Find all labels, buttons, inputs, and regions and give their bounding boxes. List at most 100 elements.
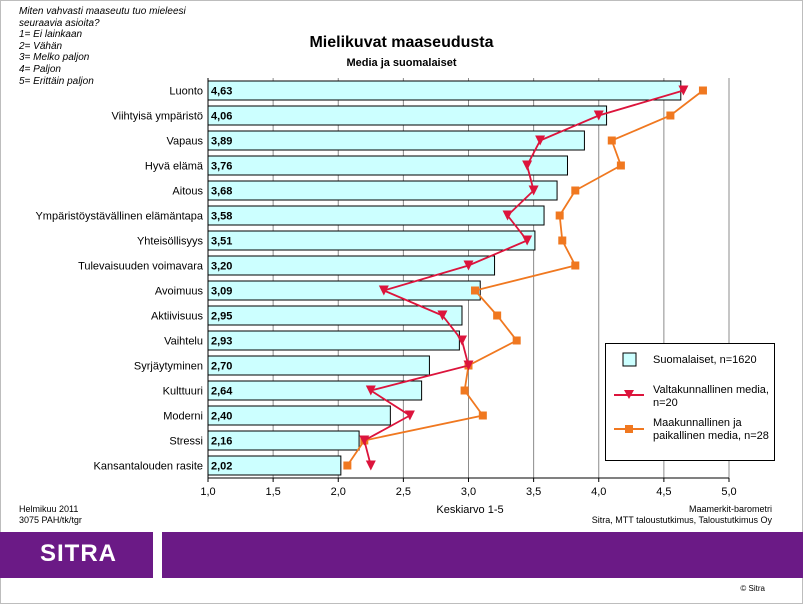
square-marker <box>555 211 564 220</box>
square-marker <box>558 236 567 245</box>
legend-line-square <box>614 425 644 433</box>
bar <box>207 155 568 176</box>
bar-value-label: 2,95 <box>211 311 232 323</box>
bar-value-label: 2,70 <box>211 361 232 373</box>
triangle-marker <box>365 460 376 471</box>
category-label: Yhteisöllisyys <box>137 236 204 248</box>
legend-label: Valtakunnallinen media, n=20 <box>653 384 769 409</box>
bar <box>207 180 558 201</box>
bar <box>207 105 608 126</box>
chart-subtitle: Media ja suomalaiset <box>346 57 457 69</box>
category-label: Kulttuuri <box>163 386 203 398</box>
footer-source-1: Maamerkit-barometri <box>688 504 772 514</box>
square-marker <box>666 111 675 120</box>
triangle-marker <box>528 185 539 196</box>
legend: Suomalaiset, n=1620 Valtakunnallinen med… <box>605 343 775 461</box>
category-label: Ympäristöystävällinen elämäntapa <box>35 211 203 223</box>
bar <box>207 405 391 426</box>
footer-date: Helmikuu 2011 <box>19 504 79 514</box>
x-tick-label: 1,0 <box>200 486 215 498</box>
scale-item: 3= Melko paljon <box>19 52 90 64</box>
bar <box>207 330 460 351</box>
x-tick-label: 3,0 <box>461 486 476 498</box>
triangle-marker <box>437 310 448 321</box>
triangle-marker <box>522 235 533 246</box>
bar <box>207 130 585 151</box>
square-marker <box>616 161 625 170</box>
legend-line-triangle <box>614 390 644 399</box>
category-label: Kansantalouden rasite <box>94 461 203 473</box>
triangle-marker <box>404 410 415 421</box>
x-tick-label: 1,5 <box>265 486 280 498</box>
triangle-marker <box>678 85 689 96</box>
square-marker <box>493 311 502 320</box>
bar <box>207 80 682 101</box>
triangle-marker <box>463 260 474 271</box>
legend-bar-swatch <box>622 352 637 367</box>
bar-value-label: 3,89 <box>211 136 232 148</box>
series-line <box>346 89 704 467</box>
bar-value-label: 2,40 <box>211 411 232 423</box>
x-tick-label: 5,0 <box>721 486 736 498</box>
triangle-marker <box>535 135 546 146</box>
category-label: Aktiivisuus <box>151 311 203 323</box>
bar-value-label: 2,64 <box>211 386 233 398</box>
bar <box>207 280 481 301</box>
chart-title: Mielikuvat maaseudusta <box>309 34 494 51</box>
square-marker <box>478 411 487 420</box>
scale-item: 2= Vähän <box>19 40 63 52</box>
category-label: Moderni <box>163 411 203 423</box>
triangle-marker <box>593 110 604 121</box>
category-label: Viihtyisä ympäristö <box>112 111 204 123</box>
bar-value-label: 3,09 <box>211 286 232 298</box>
sitra-logo: SITRA <box>40 540 117 567</box>
x-tick-label: 3,5 <box>526 486 541 498</box>
square-marker <box>571 186 580 195</box>
bar <box>207 255 496 276</box>
x-tick-label: 2,5 <box>396 486 411 498</box>
footer-code: 3075 PAH/tk/tgr <box>19 515 82 525</box>
category-label: Avoimuus <box>155 286 204 298</box>
triangle-marker <box>502 210 513 221</box>
category-label: Aitous <box>172 186 203 198</box>
footer-right: Maamerkit-barometri Sitra, MTT taloustut… <box>592 504 772 526</box>
bar-value-label: 4,63 <box>211 86 232 98</box>
legend-label: Suomalaiset, n=1620 <box>653 354 757 366</box>
scale-item: 5= Erittäin paljon <box>19 75 94 87</box>
triangle-marker <box>365 385 376 396</box>
bar <box>207 355 430 376</box>
category-label: Vapaus <box>167 136 204 148</box>
bar <box>207 305 463 326</box>
square-marker <box>607 136 616 145</box>
series-line <box>363 89 684 466</box>
bar-chart: 1,0 1,5 2,0 2,5 3,0 3,5 4,0 4,5 5,0 4,63 Luonto 4,0… <box>35 78 737 498</box>
triangle-marker <box>359 435 370 446</box>
category-label: Hyvä elämä <box>145 161 204 173</box>
footer-source-2: Sitra, MTT taloustutkimus, Taloustutkimu… <box>591 515 772 525</box>
scale-item: 1= Ei lainkaan <box>19 29 83 41</box>
bar <box>207 380 423 401</box>
bar-value-label: 3,20 <box>211 261 232 273</box>
bar-value-label: 2,02 <box>211 461 232 473</box>
square-marker <box>471 286 480 295</box>
x-axis-title: Keskiarvo 1-5 <box>436 504 504 516</box>
triangle-marker <box>456 335 467 346</box>
brand-band-left <box>0 532 153 578</box>
square-marker <box>571 261 580 270</box>
brand-band-right <box>162 532 803 578</box>
bar-value-label: 3,51 <box>211 236 232 248</box>
bar-value-label: 3,58 <box>211 211 232 223</box>
bar-value-label: 3,68 <box>211 186 232 198</box>
bar-value-label: 2,93 <box>211 336 232 348</box>
square-marker <box>343 461 352 470</box>
question-text: Miten vahvasti maaseutu tuo mieleesi seu… <box>19 6 186 29</box>
category-label: Syrjäytyminen <box>134 361 203 373</box>
triangle-marker <box>463 360 474 371</box>
bar-value-label: 2,16 <box>211 436 232 448</box>
legend-label: Maakunnallinen ja paikallinen media, n=2… <box>653 417 769 442</box>
scale-item: 4= Paljon <box>19 63 61 75</box>
triangle-marker <box>522 160 533 171</box>
question-block: Miten vahvasti maaseutu tuo mieleesi seu… <box>19 6 209 87</box>
square-marker <box>460 386 469 395</box>
square-marker <box>698 86 707 95</box>
